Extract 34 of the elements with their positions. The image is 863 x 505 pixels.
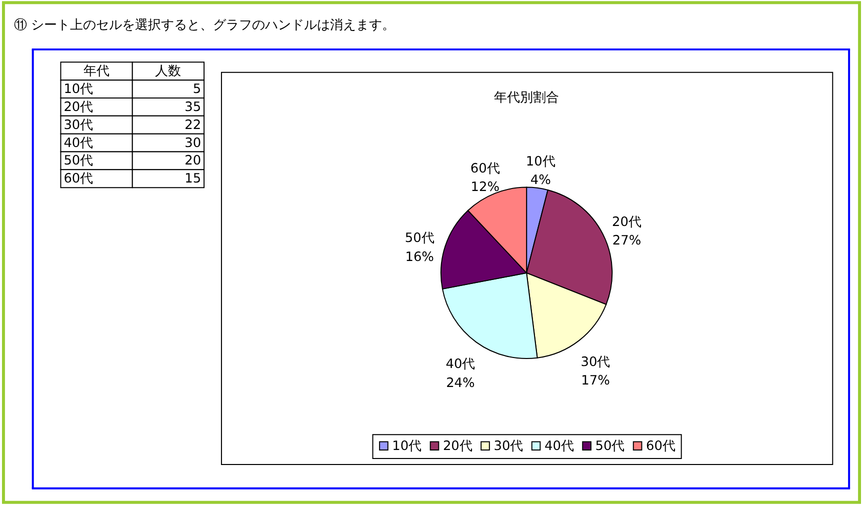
data-label: 4% [530,173,551,188]
data-label: 15 [184,172,202,187]
data-label: 20 [184,154,202,169]
legend-label: 20代 [442,438,472,454]
y-tick-label: 20代 [64,100,94,115]
legend-label: 60代 [646,438,676,454]
legend-label: 30代 [494,438,524,454]
data-label: 12% [470,180,500,196]
data-label: 24% [446,376,475,391]
y-tick-label: 60代 [64,172,94,187]
data-label: 16% [405,250,434,266]
data-label: 22 [184,118,202,133]
y-axis-title: 年代 [84,64,110,80]
text: ⑪ シート上のセルを選択すると、グラフのハンドルは消えます。 [14,18,396,34]
y-tick-label: 50代 [64,154,94,169]
data-label: 5 [192,82,202,98]
legend-label: 40代 [544,438,574,454]
slice-label: 20代 [612,214,642,230]
data-label: 35 [184,100,202,115]
legend-label: 10代 [392,438,422,454]
data-label: 17% [581,374,610,389]
slice-label: 60代 [470,161,500,176]
legend-label: 50代 [595,438,625,454]
x-tick-label: 人数 [155,64,182,80]
y-tick-label: 10代 [64,82,94,98]
slice-label: 50代 [404,231,434,246]
y-tick-label: 40代 [64,136,94,151]
y-tick-label: 30代 [64,118,94,133]
slice-label: 10代 [526,154,556,170]
slice-label: 30代 [580,354,610,370]
chart-title: 年代別割合 [494,90,560,106]
data-label: 27% [612,234,642,249]
slice-label: 40代 [446,356,476,372]
data-label: 30 [184,136,202,151]
